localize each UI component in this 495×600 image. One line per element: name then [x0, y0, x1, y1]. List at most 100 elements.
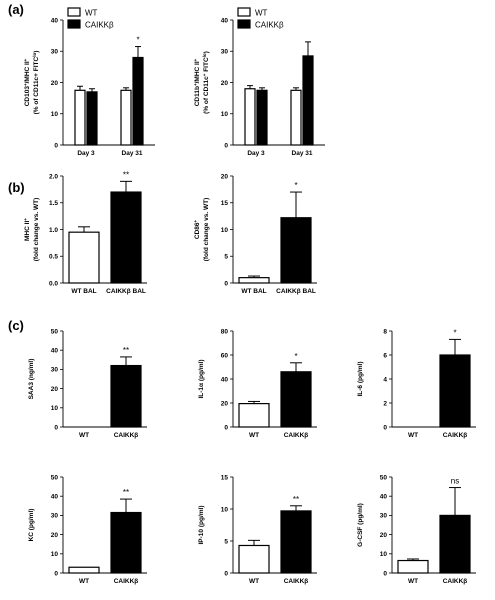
y-axis-title-2-l1-part-0: MHC II — [24, 221, 31, 241]
y-tick-label-c1-3: 30 — [51, 367, 59, 374]
y-axis-title-1-l2-part-2: FITC — [203, 57, 210, 74]
y-tick-label-a2-0: 0 — [224, 142, 228, 149]
y-tick-label-b2-4: 20 — [221, 173, 229, 180]
y-axis-title-1-l1-part-1: + — [193, 83, 198, 86]
bar-a1-2 — [120, 89, 132, 146]
y-axis-title-0-l1-part-1: + — [23, 83, 28, 86]
y-tick-label-a2-1: 10 — [221, 111, 229, 118]
legend-label-a2-1: CAIKKβ — [255, 21, 284, 30]
y-tick-label-a2-2: 20 — [221, 80, 229, 87]
y-tick-label-c6-2: 20 — [380, 532, 388, 539]
y-tick-label-a1-4: 40 — [51, 17, 59, 24]
y-tick-label-c1-2: 20 — [51, 386, 59, 393]
chart-c2: 0 20 40 60 80 WT CAIKKβ * — [221, 328, 317, 439]
y-axis-title-1-l1-part-0: CD11b — [194, 86, 201, 106]
y-tick-label-c1-4: 40 — [51, 348, 59, 355]
legend-label-a2-0: WT — [255, 9, 268, 18]
significance-label-c2-1: * — [294, 352, 297, 361]
y-tick-label-b1-3: 1.5 — [49, 200, 58, 207]
bar-a2-2 — [290, 89, 302, 146]
y-tick-label-c6-1: 10 — [380, 551, 388, 558]
x-category-label-c1-1: CAIKKβ — [114, 432, 139, 439]
y-axis-title-1-l2-part-0: (% of CD11c — [203, 76, 210, 114]
x-category-label-a2-1: Day 31 — [292, 150, 313, 157]
y-tick-label-c1-5: 50 — [51, 328, 59, 335]
y-tick-label-c4-1: 10 — [51, 551, 59, 558]
x-category-label-c5-0: WT — [249, 578, 259, 585]
x-category-label-c4-0: WT — [79, 578, 89, 585]
x-category-label-b1-0: WT BAL — [71, 288, 96, 295]
chart-a2: 0 10 20 30 40 Day 3 Day 31 WT CAIKKβ — [221, 7, 325, 157]
x-category-label-c1-0: WT — [79, 432, 89, 439]
y-tick-label-c2-1: 20 — [221, 400, 229, 407]
chart-c5: 0 5 10 15 WT CAIKKβ ** — [221, 474, 317, 585]
bar-a1-1 — [86, 91, 98, 146]
y-axis-title-3-l1-part-0: CD86 — [194, 222, 201, 239]
y-axis-title-0-l2-part-0: (% of CD11c+ FITC — [33, 56, 40, 114]
chart-b2: 0 5 10 15 20 WT BAL CAIKKβ BAL * — [221, 173, 317, 295]
y-tick-label-c6-4: 40 — [380, 494, 388, 501]
x-category-label-a1-1: Day 31 — [122, 150, 143, 157]
significance-label-c4-1: ** — [123, 488, 129, 497]
y-axis-title-4: SAA3 (ng/ml) — [28, 359, 35, 400]
y-tick-label-a1-0: 0 — [54, 142, 58, 149]
y-tick-label-b2-1: 5 — [224, 254, 228, 261]
chart-c6: 0 10 20 30 40 50 WT CAIKKβ ns — [380, 474, 476, 585]
significance-label-c5-1: ** — [293, 495, 299, 504]
y-tick-label-b2-0: 0 — [224, 280, 228, 287]
x-category-label-a2-0: Day 3 — [247, 150, 265, 157]
y-tick-label-c3-2: 4 — [383, 376, 387, 383]
y-axis-title-7: KC (pg/ml) — [28, 509, 35, 542]
x-category-label-c3-0: WT — [408, 432, 418, 439]
x-category-label-a1-0: Day 3 — [77, 150, 95, 157]
x-category-label-b2-1: CAIKKβ BAL — [276, 288, 316, 295]
x-category-label-c2-0: WT — [249, 432, 259, 439]
y-axis-title-1-l2-part-1: + — [202, 73, 207, 76]
bar-a2-3 — [302, 55, 314, 146]
bar-c2-0 — [238, 403, 270, 428]
y-tick-label-c6-0: 0 — [383, 570, 387, 577]
y-axis-title-0-l1-part-0: CD103 — [24, 86, 31, 107]
chart-c3: 0 2 4 6 8 WT CAIKKβ * — [383, 328, 476, 439]
x-category-label-c3-1: CAIKKβ — [443, 432, 468, 439]
x-category-label-c6-1: CAIKKβ — [443, 578, 468, 585]
x-category-label-b1-1: CAIKKβ BAL — [106, 288, 146, 295]
y-axis-title-3-l2-part-0: (fold change vs. WT) — [203, 198, 210, 262]
bar-a2-1 — [256, 89, 268, 146]
legend-swatch-a1-1 — [67, 19, 81, 29]
y-tick-label-c1-1: 10 — [51, 405, 59, 412]
bar-a2-0 — [244, 88, 256, 146]
y-axis-title-6: IL-6 (pg/ml) — [357, 361, 364, 396]
significance-label-b2-1: * — [294, 181, 297, 190]
y-tick-label-c2-3: 60 — [221, 352, 229, 359]
y-tick-label-c5-3: 15 — [221, 474, 229, 481]
bar-b1-0 — [68, 231, 100, 284]
bar-c6-0 — [397, 559, 429, 574]
y-tick-label-c4-5: 50 — [51, 474, 59, 481]
legend-swatch-a2-1 — [237, 19, 251, 29]
bar-c3-1 — [439, 354, 471, 428]
y-axis-title-0: CD103+/MHC II+ (% of CD11c+ FITClo) — [23, 51, 41, 115]
bar-c4-0 — [68, 566, 100, 574]
y-tick-label-b1-1: 0.5 — [49, 254, 58, 261]
bar-b1-1 — [110, 191, 142, 284]
y-axis-title-8: IP-10 (pg/ml) — [198, 505, 205, 544]
y-tick-label-c4-2: 20 — [51, 532, 59, 539]
y-tick-label-b2-2: 10 — [221, 227, 229, 234]
significance-label-c6-1: ns — [451, 477, 459, 486]
bar-b2-0 — [238, 277, 270, 284]
bar-a1-0 — [74, 89, 86, 146]
y-tick-label-c4-0: 0 — [54, 570, 58, 577]
y-tick-label-c2-0: 0 — [224, 424, 228, 431]
y-tick-label-b1-4: 2.0 — [49, 173, 58, 180]
y-axis-title-3: CD86+ (fold change vs. WT) — [193, 198, 211, 262]
panel-letter-c: (c) — [8, 318, 24, 333]
y-axis-title-0-l2-part-2: ) — [33, 51, 40, 53]
y-axis-title-1-l2-part-3: lo — [202, 53, 207, 57]
x-category-label-c6-0: WT — [408, 578, 418, 585]
y-tick-label-a1-3: 30 — [51, 49, 59, 56]
y-tick-label-b2-3: 15 — [221, 200, 229, 207]
y-tick-label-c2-4: 80 — [221, 328, 229, 335]
y-tick-label-a1-1: 10 — [51, 111, 59, 118]
